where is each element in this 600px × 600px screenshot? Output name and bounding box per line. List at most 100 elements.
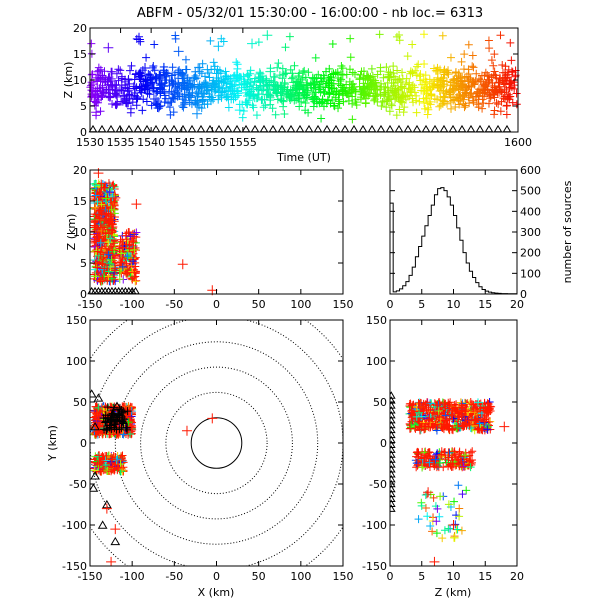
source-mark [94,403,103,412]
source-mark [281,43,290,52]
source-mark [94,251,103,260]
source-mark [286,65,295,74]
y-tick-label: -100 [62,519,87,532]
source-mark [132,228,141,237]
source-mark [100,264,109,273]
source-mark [335,99,344,108]
station-mark [93,393,104,402]
station-mark [250,124,260,133]
source-mark [433,401,442,410]
x-tick-label: 150 [333,570,354,583]
source-mark [280,110,289,119]
source-mark [480,71,489,80]
source-mark [503,73,512,82]
station-mark [390,401,396,409]
station-mark [390,499,396,507]
source-mark [103,84,114,95]
source-mark [415,408,424,417]
y-tick-label: 150 [66,314,87,327]
source-mark [198,92,207,101]
y-tick-label: 200 [520,247,541,260]
source-mark [96,65,105,74]
source-mark [261,101,270,110]
source-mark [92,86,103,97]
source-mark [209,79,218,88]
source-mark [102,194,111,203]
source-mark [334,104,343,113]
source-mark [119,407,128,416]
source-mark [129,82,138,91]
source-mark [244,89,255,100]
source-mark [427,92,436,101]
source-mark [178,101,187,110]
station-mark [390,410,396,419]
source-mark [222,93,231,102]
source-mark [99,223,108,232]
source-mark [420,98,429,107]
station-mark [394,124,404,133]
x-tick-label: 10 [447,298,461,311]
source-mark [453,525,462,534]
source-mark [436,492,445,501]
y-tick-label: 10 [73,226,87,239]
source-mark [428,527,437,536]
source-mark [122,240,131,249]
source-mark [155,88,166,99]
source-mark [387,101,396,110]
station-mark [390,504,396,512]
station-mark [106,124,116,133]
source-mark [409,81,418,90]
x-tick-label: 1535 [107,136,135,149]
source-mark [487,73,496,82]
source-mark [102,244,111,253]
source-mark [416,76,425,85]
source-mark [301,106,310,115]
source-mark [96,407,105,416]
source-mark [458,403,467,412]
source-mark [95,214,104,223]
source-mark [392,91,401,100]
source-mark [450,497,459,506]
source-mark [311,88,320,97]
station-mark [340,124,350,133]
source-mark [114,463,123,472]
x-tick-label: 0 [213,570,220,583]
range-rings [90,320,343,566]
source-mark [437,74,446,83]
station-mark [196,124,206,133]
source-mark [425,458,434,467]
station-mark [169,124,179,133]
station-mark [277,124,287,133]
station-mark [110,536,121,546]
source-mark [454,481,463,490]
source-mark [438,31,447,40]
source-mark [478,104,487,113]
source-mark [418,463,427,472]
time-height-axes: 1530 1535 1540 1545 1550 1555 1600 0 5 10 15 20 [73,22,532,149]
source-mark [398,74,407,83]
source-mark [131,199,142,210]
source-mark [362,90,371,99]
source-mark [242,100,251,109]
station-mark [390,430,396,439]
source-mark [490,50,499,59]
source-mark [119,430,128,439]
source-mark [467,81,476,90]
y-tick-label: 50 [373,396,387,409]
source-mark [162,76,171,85]
source-mark [472,100,481,109]
range-ring [90,320,343,566]
y-tick-label: 20 [73,22,87,35]
source-mark [442,77,451,86]
station-mark [403,124,413,133]
source-mark [479,99,488,108]
source-mark [255,78,264,87]
source-mark [107,425,116,434]
source-mark [94,452,103,461]
source-mark [458,490,467,499]
source-mark [450,95,459,104]
source-mark [464,65,473,74]
station-mark [376,124,386,133]
x-tick-label: 1600 [504,136,532,149]
